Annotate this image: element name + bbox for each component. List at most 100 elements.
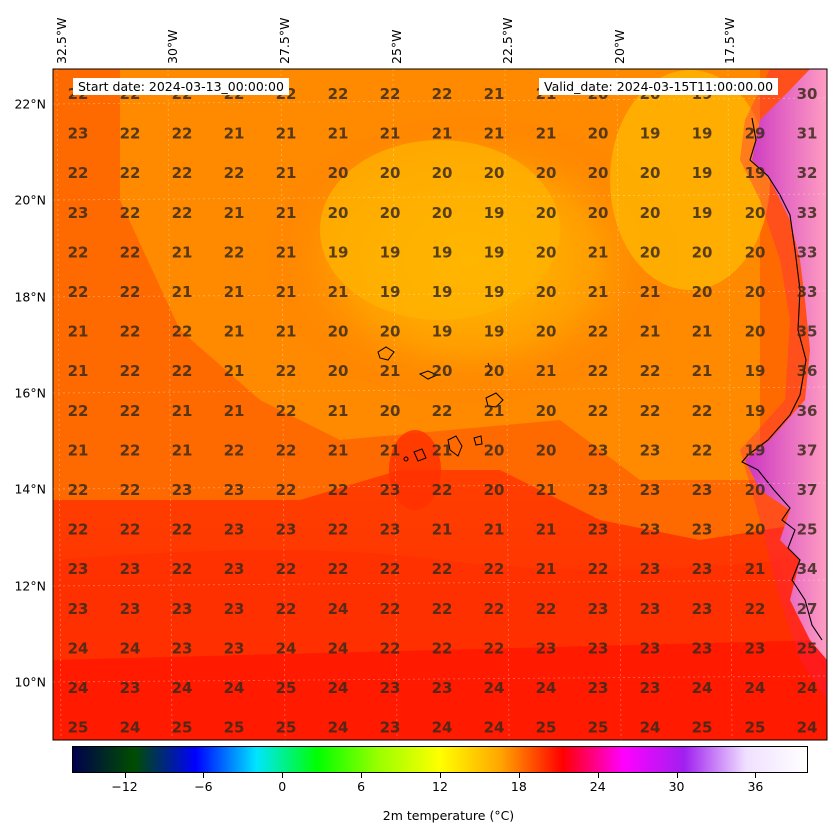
temperature-value: 23 <box>224 560 245 578</box>
temperature-value: 22 <box>68 243 89 261</box>
temperature-value: 20 <box>745 481 766 499</box>
temperature-value: 21 <box>432 521 453 539</box>
temperature-value: 21 <box>224 402 245 420</box>
temperature-value: 21 <box>640 323 661 341</box>
temperature-value: 19 <box>640 125 661 143</box>
temperature-value: 20 <box>380 204 401 222</box>
temperature-value: 19 <box>745 164 766 182</box>
temperature-value: 22 <box>640 362 661 380</box>
temperature-value: 23 <box>172 639 193 657</box>
temperature-value: 21 <box>328 402 349 420</box>
temperature-value: 21 <box>68 441 89 459</box>
temperature-value: 23 <box>380 521 401 539</box>
temperature-value: 20 <box>536 204 557 222</box>
temperature-value: 22 <box>68 481 89 499</box>
temperature-value: 23 <box>68 600 89 618</box>
temperature-value: 23 <box>380 719 401 737</box>
temperature-value: 20 <box>745 323 766 341</box>
temperature-value: 22 <box>276 481 297 499</box>
temperature-value: 22 <box>120 125 141 143</box>
temperature-value: 24 <box>120 639 141 657</box>
longitude-label: 20°W <box>612 29 627 64</box>
temperature-value: 23 <box>224 600 245 618</box>
temperature-value: 24 <box>484 679 505 697</box>
temperature-value: 21 <box>328 283 349 301</box>
temperature-value: 19 <box>692 125 713 143</box>
temperature-value: 20 <box>484 481 505 499</box>
temperature-value: 25 <box>224 719 245 737</box>
temperature-value: 21 <box>172 402 193 420</box>
temperature-value: 21 <box>276 283 297 301</box>
temperature-value: 19 <box>432 323 453 341</box>
temperature-value: 21 <box>172 441 193 459</box>
temperature-value: 22 <box>588 402 609 420</box>
temperature-value: 20 <box>640 164 661 182</box>
temperature-value: 23 <box>588 481 609 499</box>
temperature-value: 19 <box>484 204 505 222</box>
temperature-value: 19 <box>745 402 766 420</box>
temperature-value: 22 <box>328 521 349 539</box>
temperature-value: 22 <box>328 85 349 103</box>
temperature-value: 23 <box>588 441 609 459</box>
temperature-value: 25 <box>797 639 818 657</box>
temperature-value: 25 <box>692 719 713 737</box>
temperature-value: 22 <box>432 600 453 618</box>
temperature-value: 24 <box>172 679 193 697</box>
temperature-value: 21 <box>224 125 245 143</box>
temperature-value: 21 <box>588 243 609 261</box>
temperature-value: 19 <box>380 283 401 301</box>
temperature-value: 20 <box>745 521 766 539</box>
temperature-value: 21 <box>692 323 713 341</box>
temperature-value: 21 <box>536 481 557 499</box>
temperature-value: 24 <box>797 679 818 697</box>
temperature-value: 20 <box>745 243 766 261</box>
colorbar-tick <box>203 773 205 778</box>
temperature-value: 23 <box>640 441 661 459</box>
temperature-value: 22 <box>172 164 193 182</box>
temperature-value: 25 <box>588 719 609 737</box>
temperature-value: 19 <box>484 323 505 341</box>
temperature-value: 33 <box>797 204 818 222</box>
temperature-value: 22 <box>588 560 609 578</box>
temperature-value: 20 <box>692 243 713 261</box>
temperature-value: 20 <box>432 164 453 182</box>
temperature-value: 22 <box>692 402 713 420</box>
colorbar-tick <box>282 773 284 778</box>
temperature-value: 21 <box>536 521 557 539</box>
longitude-label: 17.5°W <box>722 17 737 64</box>
temperature-value: 35 <box>797 323 818 341</box>
temperature-value: 21 <box>380 125 401 143</box>
temperature-value: 21 <box>172 243 193 261</box>
temperature-value: 25 <box>68 719 89 737</box>
temperature-value: 22 <box>120 204 141 222</box>
temperature-value: 22 <box>68 402 89 420</box>
temperature-value: 22 <box>745 600 766 618</box>
temperature-value: 21 <box>432 441 453 459</box>
temperature-value: 22 <box>276 402 297 420</box>
temperature-value: 21 <box>68 362 89 380</box>
temperature-value: 22 <box>68 283 89 301</box>
temperature-value: 19 <box>380 243 401 261</box>
latitude-label: 10°N <box>14 674 46 690</box>
temperature-value: 21 <box>224 283 245 301</box>
temperature-value: 22 <box>484 639 505 657</box>
temperature-value: 20 <box>328 323 349 341</box>
temperature-value: 23 <box>640 639 661 657</box>
temperature-value: 20 <box>484 164 505 182</box>
temperature-value: 24 <box>692 679 713 697</box>
temperature-value: 23 <box>588 679 609 697</box>
temperature-value: 20 <box>432 362 453 380</box>
temperature-value: 22 <box>120 362 141 380</box>
temperature-value: 34 <box>797 560 818 578</box>
colorbar-tick <box>361 773 363 778</box>
temperature-value: 37 <box>797 441 818 459</box>
temperature-value: 22 <box>120 243 141 261</box>
latitude-label: 14°N <box>14 481 46 497</box>
temperature-value: 22 <box>380 639 401 657</box>
temperature-value: 23 <box>68 204 89 222</box>
temperature-value: 22 <box>432 481 453 499</box>
temperature-value: 23 <box>692 639 713 657</box>
temperature-value: 27 <box>797 600 818 618</box>
temperature-value: 22 <box>172 362 193 380</box>
temperature-value: 22 <box>68 164 89 182</box>
